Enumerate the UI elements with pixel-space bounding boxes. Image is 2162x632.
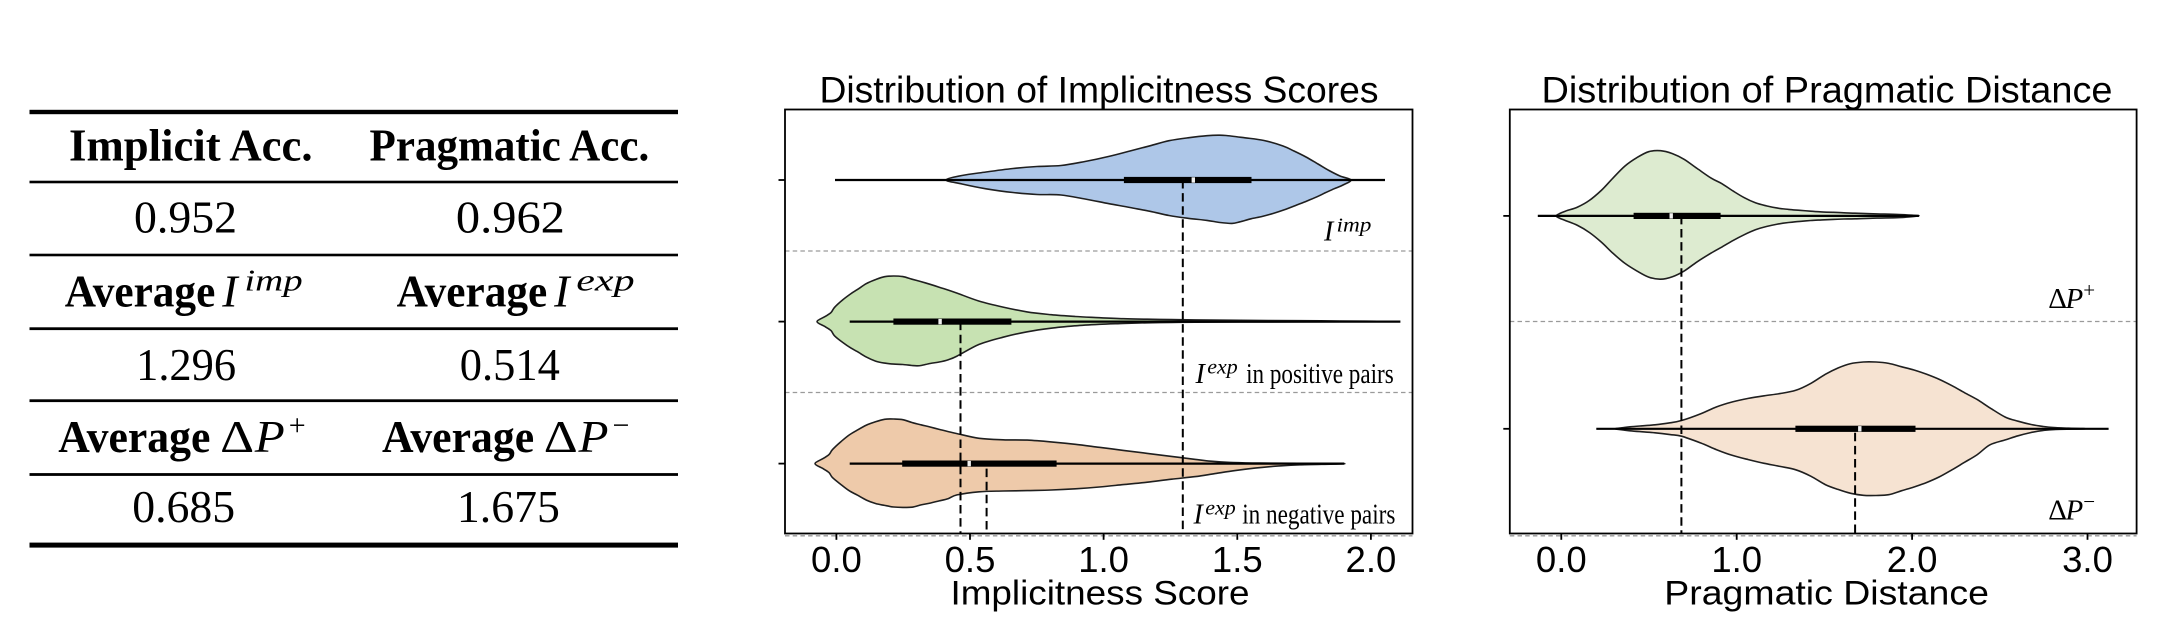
svg-text:1.675: 1.675 [457,481,560,532]
svg-text:Average: Average [58,411,210,462]
svg-text:Δ: Δ [2048,283,2067,315]
svg-text:in negative pairs: in negative pairs [1242,500,1395,531]
svg-text:Implicitness Score: Implicitness Score [951,575,1250,613]
svg-text:Distribution of Implicitness S: Distribution of Implicitness Scores [820,69,1379,111]
svg-text:Δ: Δ [544,411,578,462]
svg-text:Distribution of Pragmatic Dist: Distribution of Pragmatic Distance [1542,69,2113,111]
svg-text:Implicit Acc.: Implicit Acc. [69,120,313,171]
svg-text:1.0: 1.0 [1078,539,1129,580]
svg-text:0.514: 0.514 [460,339,560,390]
svg-text:1.296: 1.296 [136,339,236,390]
svg-text:0.0: 0.0 [1536,539,1587,580]
svg-text:3.0: 3.0 [2062,539,2113,580]
svg-text:Pragmatic Acc.: Pragmatic Acc. [370,120,650,171]
svg-text:exp: exp [1207,357,1238,379]
svg-text:I: I [1193,500,1205,531]
svg-text:I: I [553,266,572,317]
svg-text:Δ: Δ [220,411,254,462]
svg-text:0.5: 0.5 [945,539,996,580]
svg-text:Average: Average [397,266,548,317]
svg-text:−: − [2083,490,2095,514]
svg-text:P: P [2065,495,2084,527]
svg-text:I: I [221,266,240,317]
svg-text:P: P [254,411,285,462]
svg-text:2.0: 2.0 [1887,539,1938,580]
svg-text:Pragmatic Distance: Pragmatic Distance [1664,575,1989,613]
svg-text:0.0: 0.0 [811,539,862,580]
svg-text:0.962: 0.962 [456,192,565,243]
svg-text:P: P [577,411,608,462]
svg-text:2.0: 2.0 [1346,539,1397,580]
svg-text:I: I [1195,359,1207,390]
svg-text:+: + [2083,278,2095,302]
svg-text:in positive pairs: in positive pairs [1246,359,1394,390]
svg-text:0.952: 0.952 [134,192,237,243]
svg-text:P: P [2065,283,2084,315]
svg-text:Δ: Δ [2048,495,2067,527]
svg-text:exp: exp [576,263,634,298]
svg-text:1.5: 1.5 [1212,539,1263,580]
svg-text:imp: imp [1337,214,1372,236]
svg-text:I: I [1323,216,1335,247]
svg-text:0.685: 0.685 [132,481,235,532]
svg-text:Average: Average [65,266,216,317]
svg-text:1.0: 1.0 [1711,539,1762,580]
svg-text:+: + [289,409,306,442]
svg-text:imp: imp [244,263,302,298]
svg-text:−: − [613,409,630,442]
svg-text:exp: exp [1205,497,1236,519]
svg-text:Average: Average [382,411,534,462]
